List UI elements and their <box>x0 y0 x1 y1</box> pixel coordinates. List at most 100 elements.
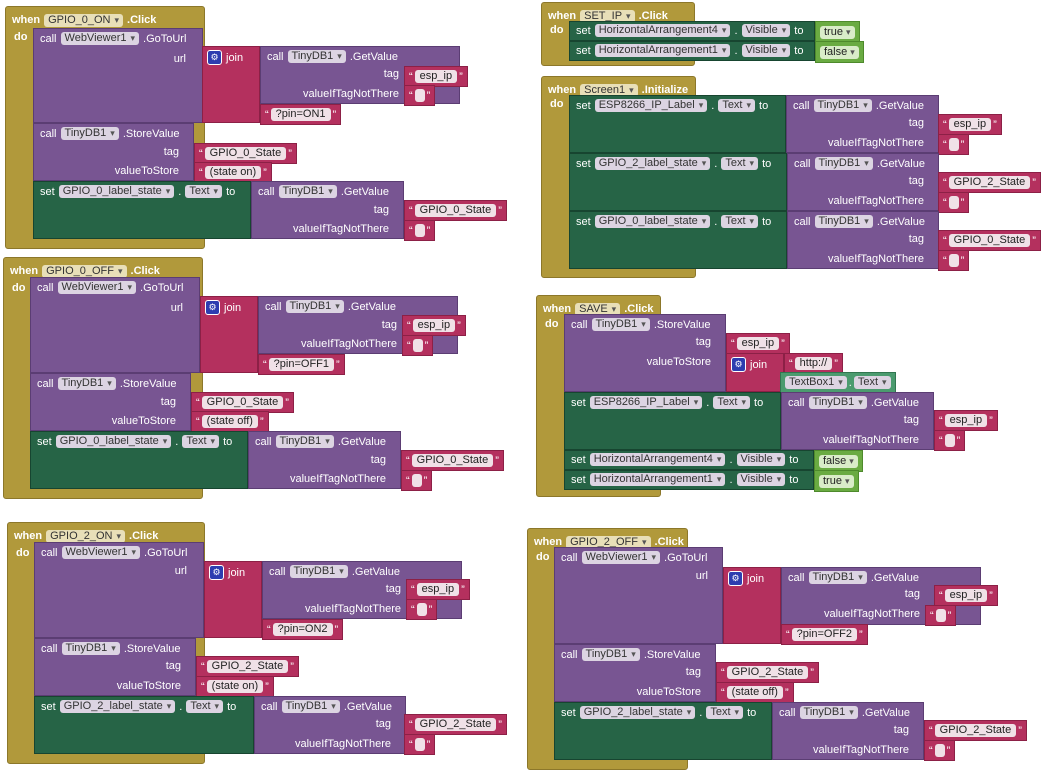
string-http[interactable]: “http://” <box>784 353 843 374</box>
string-empty[interactable]: “” <box>406 599 438 620</box>
component-dropdown[interactable]: GPIO_0_label_state <box>55 435 172 448</box>
property-dropdown[interactable]: Visible <box>741 24 791 37</box>
bool-value[interactable]: true <box>820 25 855 39</box>
tinydb-dropdown[interactable]: TinyDB1 <box>278 185 337 198</box>
string-value[interactable]: esp_ip <box>944 414 988 427</box>
string-value[interactable] <box>414 224 425 237</box>
set-gpio2-label-text[interactable]: set GPIO_2_label_state . Text to <box>554 702 772 760</box>
string-value[interactable] <box>948 254 959 267</box>
string-state-off[interactable]: “(state off)” <box>716 682 794 703</box>
bool-true[interactable]: true <box>815 21 860 43</box>
join-block[interactable]: ⚙ join <box>723 567 781 644</box>
set-ha1-visible[interactable]: set HorizontalArrangement1 . Visible to <box>564 470 814 490</box>
property-dropdown[interactable]: Text <box>721 215 759 228</box>
gear-icon[interactable]: ⚙ <box>731 357 746 372</box>
gear-icon[interactable]: ⚙ <box>209 565 224 580</box>
call-webviewer-gotourl[interactable]: call WebViewer1 .GoToUrl url <box>34 542 204 638</box>
string-empty[interactable]: “” <box>925 605 957 626</box>
string-value[interactable] <box>414 738 425 751</box>
property-dropdown[interactable]: Visible <box>736 453 786 466</box>
string-value[interactable]: (state on) <box>204 166 262 179</box>
string-value[interactable]: GPIO_2_State <box>726 666 809 679</box>
tinydb-dropdown[interactable]: TinyDB1 <box>60 127 119 140</box>
string-value[interactable]: esp_ip <box>948 118 992 131</box>
string-value[interactable]: esp_ip <box>416 583 460 596</box>
string-gpio2-state[interactable]: “GPIO_2_State” <box>404 714 507 735</box>
string-gpio0-state[interactable]: “GPIO_0_State” <box>401 450 504 471</box>
set-gpio0-label-text[interactable]: set GPIO_0_label_state . Text to <box>569 211 787 269</box>
string-value[interactable] <box>412 339 423 352</box>
gear-icon[interactable]: ⚙ <box>205 300 220 315</box>
string-empty[interactable]: “” <box>924 740 956 761</box>
call-tinydb-getvalue[interactable]: call TinyDB1 .GetValue tag valueIfTagNot… <box>786 95 939 153</box>
component-dropdown[interactable]: HorizontalArrangement4 <box>594 24 731 37</box>
call-tinydb-getvalue[interactable]: call TinyDB1 .GetValue tag valueIfTagNot… <box>787 211 939 269</box>
component-dropdown[interactable]: ESP8266_IP_Label <box>594 99 708 112</box>
string-esp-ip[interactable]: “esp_ip” <box>404 66 468 87</box>
string-value[interactable] <box>944 434 955 447</box>
string-value[interactable]: GPIO_0_State <box>201 396 284 409</box>
string-pin-on2[interactable]: “?pin=ON2” <box>262 619 344 640</box>
string-value[interactable]: GPIO_2_State <box>414 718 497 731</box>
bool-false[interactable]: false <box>815 41 864 63</box>
string-state-on[interactable]: “(state on)” <box>194 162 272 183</box>
string-value[interactable] <box>934 744 945 757</box>
string-value[interactable] <box>935 609 946 622</box>
string-value[interactable]: esp_ip <box>736 337 780 350</box>
string-gpio2-state[interactable]: “GPIO_2_State” <box>924 720 1027 741</box>
tinydb-dropdown[interactable]: TinyDB1 <box>281 700 340 713</box>
gear-icon[interactable]: ⚙ <box>728 571 743 586</box>
tinydb-dropdown[interactable]: TinyDB1 <box>808 396 867 409</box>
string-empty[interactable]: “” <box>401 470 433 491</box>
call-tinydb-storevalue[interactable]: call TinyDB1 .StoreValue tag valueToStor… <box>564 314 726 392</box>
bool-value[interactable]: true <box>819 474 854 488</box>
string-empty[interactable]: “” <box>402 335 434 356</box>
string-value[interactable]: (state off) <box>726 686 783 699</box>
call-tinydb-storevalue[interactable]: call TinyDB1 .StoreValue tag valueToStor… <box>30 373 191 431</box>
tinydb-dropdown[interactable]: TinyDB1 <box>814 215 873 228</box>
component-dropdown[interactable]: GPIO_2_label_state <box>59 700 176 713</box>
bool-false[interactable]: false <box>814 450 863 472</box>
property-dropdown[interactable]: Text <box>713 396 751 409</box>
string-gpio0-state[interactable]: “GPIO_0_State” <box>404 200 507 221</box>
set-ha4-visible[interactable]: set HorizontalArrangement4 . Visible to <box>564 450 814 470</box>
string-value[interactable] <box>414 89 425 102</box>
string-value[interactable]: GPIO_2_State <box>948 176 1031 189</box>
set-gpio0-label-text[interactable]: set GPIO_0_label_state . Text to <box>30 431 248 489</box>
call-tinydb-getvalue[interactable]: call TinyDB1 .GetValue tag valueIfTagNot… <box>251 181 404 239</box>
string-gpio2-state[interactable]: “GPIO_2_State” <box>938 172 1041 193</box>
tinydb-dropdown[interactable]: TinyDB1 <box>813 99 872 112</box>
string-value[interactable]: esp_ip <box>944 589 988 602</box>
call-webviewer-gotourl[interactable]: call WebViewer1 .GoToUrl url <box>33 28 203 123</box>
set-gpio2-label-text[interactable]: set GPIO_2_label_state . Text to <box>569 153 787 211</box>
string-empty[interactable]: “” <box>938 250 970 271</box>
component-dropdown[interactable]: GPIO_0_label_state <box>58 185 175 198</box>
string-esp-ip[interactable]: “esp_ip” <box>938 114 1002 135</box>
set-gpio2-label-text[interactable]: set GPIO_2_label_state . Text to <box>34 696 254 754</box>
string-value[interactable]: GPIO_2_State <box>934 724 1017 737</box>
webviewer-dropdown[interactable]: WebViewer1 <box>581 551 661 564</box>
string-empty[interactable]: “” <box>934 430 966 451</box>
tinydb-dropdown[interactable]: TinyDB1 <box>285 300 344 313</box>
tinydb-dropdown[interactable]: TinyDB1 <box>808 571 867 584</box>
string-value[interactable]: http:// <box>794 357 833 370</box>
join-block[interactable]: ⚙ join <box>726 353 784 392</box>
string-value[interactable] <box>948 138 959 151</box>
call-tinydb-getvalue[interactable]: call TinyDB1 .GetValue tag valueIfTagNot… <box>781 392 934 450</box>
component-dropdown[interactable]: GPIO_2_label_state <box>594 157 711 170</box>
call-tinydb-getvalue[interactable]: call TinyDB1 .GetValue tag valueIfTagNot… <box>787 153 939 211</box>
string-value[interactable]: ?pin=ON2 <box>272 623 333 636</box>
component-dropdown[interactable]: Screen1 <box>580 83 638 97</box>
component-dropdown[interactable]: GPIO_0_label_state <box>594 215 711 228</box>
property-dropdown[interactable]: Text <box>718 99 756 112</box>
call-tinydb-getvalue[interactable]: call TinyDB1 .GetValue tag valueIfTagNot… <box>248 431 401 489</box>
call-webviewer-gotourl[interactable]: call WebViewer1 .GoToUrl url <box>30 277 200 373</box>
call-tinydb-storevalue[interactable]: call TinyDB1 .StoreValue tag valueToStor… <box>33 123 194 181</box>
component-dropdown[interactable]: GPIO_2_OFF <box>566 535 651 549</box>
string-value[interactable]: ?pin=OFF1 <box>268 358 335 371</box>
string-esp-ip[interactable]: “esp_ip” <box>934 585 998 606</box>
string-value[interactable]: GPIO_2_State <box>206 660 289 673</box>
string-value[interactable]: GPIO_0_State <box>204 147 287 160</box>
textbox1-text-getter[interactable]: TextBox1 . Text <box>780 372 896 393</box>
property-dropdown[interactable]: Text <box>721 157 759 170</box>
